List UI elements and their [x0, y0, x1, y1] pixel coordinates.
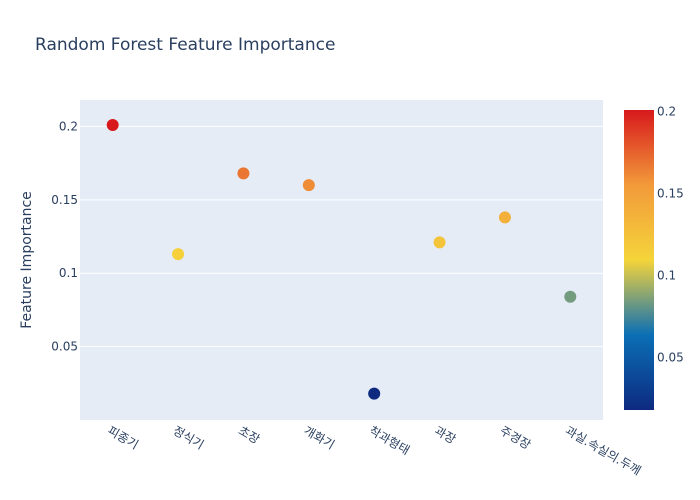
x-tick-label: 착과형태 [367, 423, 412, 457]
data-point[interactable] [368, 387, 381, 400]
data-point[interactable] [302, 179, 315, 192]
y-tick-label: 0.15 [51, 193, 78, 207]
x-tick-label: 피종기 [105, 423, 141, 452]
data-point[interactable] [237, 167, 250, 180]
data-point[interactable] [564, 290, 577, 303]
x-tick-label: 정식기 [171, 423, 207, 452]
y-tick-label: 0.05 [51, 340, 78, 354]
colorbar-tick-label: 0.1 [657, 269, 676, 283]
data-point[interactable] [172, 248, 185, 261]
y-tick-label: 0.2 [59, 119, 78, 133]
data-point[interactable] [498, 211, 511, 224]
x-tick-label: 과실.속실의.두께 [563, 423, 644, 478]
y-axis-title: Feature Importance [19, 191, 35, 329]
y-tick-label: 0.1 [59, 266, 78, 280]
y-axis-ticks: 0.05 0.1 0.15 0.2 [51, 119, 78, 353]
x-tick-label: 주경장 [497, 423, 533, 452]
data-point[interactable] [106, 118, 119, 131]
colorbar-tick-label: 0.2 [657, 105, 676, 119]
colorbar [624, 110, 654, 410]
data-point[interactable] [433, 236, 446, 249]
colorbar-ticks: 0.05 0.1 0.15 0.2 [657, 105, 684, 365]
x-tick-label: 과장 [432, 423, 458, 446]
x-tick-label: 개화기 [301, 423, 337, 452]
gridlines [80, 125, 603, 348]
colorbar-tick-label: 0.05 [657, 351, 684, 365]
x-axis-ticks: 피종기 정식기 초장 개화기 착과형태 과장 주경장 과실.속실의.두께 [105, 423, 643, 478]
x-tick-label: 초장 [236, 423, 262, 446]
chart-title: Random Forest Feature Importance [35, 35, 335, 55]
data-points[interactable] [106, 118, 577, 400]
colorbar-tick-label: 0.15 [657, 187, 684, 201]
plot-area [80, 100, 603, 420]
